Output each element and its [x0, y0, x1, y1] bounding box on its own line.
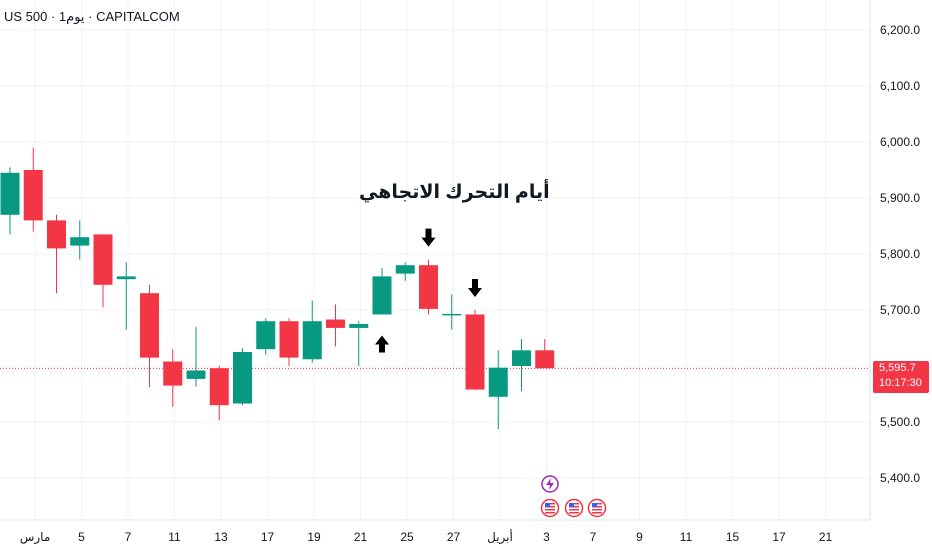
candle — [279, 318, 299, 366]
candle — [209, 366, 229, 421]
time-tick-label: 11 — [168, 530, 181, 544]
price-tick-label: 5,800.0 — [880, 247, 920, 261]
price-tick-label: 5,700.0 — [880, 303, 920, 317]
candle-body — [163, 361, 183, 386]
candle-body — [256, 321, 276, 350]
time-tick-label: 27 — [447, 530, 461, 544]
candle — [70, 220, 90, 260]
candle-body — [279, 321, 299, 358]
candle — [186, 326, 206, 387]
us-flag-event-icon[interactable] — [564, 498, 584, 518]
candle-body — [465, 314, 485, 390]
time-tick-label: 5 — [78, 530, 85, 544]
candle-body — [116, 276, 136, 280]
candle — [535, 339, 555, 369]
candle-body — [23, 170, 43, 221]
candle — [23, 147, 43, 232]
candles — [0, 147, 555, 430]
time-tick-label: 13 — [214, 530, 228, 544]
candle-body — [488, 367, 508, 397]
candle — [47, 214, 66, 294]
price-tick-label: 6,000.0 — [880, 135, 920, 149]
price-tick-label: 6,200.0 — [880, 23, 920, 37]
annotation-label: أيام التحرك الاتجاهي — [359, 182, 550, 203]
candle-body — [326, 319, 345, 328]
time-tick-label: 9 — [636, 530, 643, 544]
events — [540, 475, 607, 518]
candle — [0, 167, 20, 235]
candle-body — [395, 265, 415, 274]
time-tick-label: 7 — [125, 530, 132, 544]
candle — [442, 294, 462, 330]
candle-body — [93, 234, 113, 285]
time-tick-label: 11 — [680, 530, 693, 544]
candle — [465, 310, 485, 391]
candle — [116, 262, 136, 330]
candle — [512, 339, 531, 392]
candle-body — [47, 220, 66, 249]
candle-body — [0, 172, 20, 215]
candle — [163, 349, 183, 407]
markers — [375, 228, 482, 353]
candle-body — [372, 276, 392, 315]
time-tick-label: 21 — [354, 530, 368, 544]
candle — [302, 300, 322, 363]
us-flag-event-icon[interactable] — [587, 498, 607, 518]
time-tick-label: 15 — [726, 530, 740, 544]
price-tick-label: 5,400.0 — [880, 471, 920, 485]
candle — [372, 268, 392, 315]
candle — [326, 304, 345, 347]
time-tick-label: 7 — [590, 530, 597, 544]
time-tick-label: 21 — [819, 530, 833, 544]
candle — [140, 284, 159, 388]
arrow-up-icon — [375, 335, 389, 353]
time-tick-label: 17 — [772, 530, 786, 544]
last-price-value: 5,595.7 — [879, 362, 916, 374]
candle-body — [535, 350, 555, 369]
candle — [419, 259, 438, 315]
candle-body — [512, 350, 531, 366]
grid — [0, 0, 871, 521]
candle — [233, 348, 252, 406]
us-flag-event-icon[interactable] — [540, 498, 560, 518]
time-tick-label: 17 — [261, 530, 275, 544]
time-tick-label: 25 — [400, 530, 414, 544]
last-price-badge: 5,595.7 10:17:30 — [873, 361, 929, 393]
price-tick-label: 6,100.0 — [880, 79, 920, 93]
arrow-down-icon — [468, 279, 482, 297]
candle-body — [302, 321, 322, 360]
arrow-down-icon — [421, 228, 436, 247]
price-tick-label: 5,500.0 — [880, 415, 920, 429]
price-tick-label: 5,900.0 — [880, 191, 920, 205]
time-tick-label: أبريل — [487, 529, 513, 545]
candle — [349, 321, 369, 366]
candle — [395, 262, 415, 281]
candle-body — [233, 352, 252, 404]
bar-countdown: 10:17:30 — [879, 377, 922, 389]
candle-body — [186, 370, 206, 379]
time-axis[interactable]: مارس 5 7 11 13 17 19 21 25 27 أبريل 3 7 9 11 15 17 21 — [20, 529, 833, 545]
candle-body — [70, 237, 90, 246]
candle-body — [419, 265, 438, 309]
symbol-title[interactable]: US 500 · 1يوم · CAPITALCOM — [4, 9, 180, 24]
time-tick-label: 19 — [307, 530, 321, 544]
candle-body — [442, 313, 462, 316]
candle-body — [209, 368, 229, 406]
time-tick-label: مارس — [20, 530, 51, 545]
price-axis[interactable]: 6,200.0 6,100.0 6,000.0 5,900.0 5,800.0 5,700… — [880, 23, 920, 485]
time-tick-label: 3 — [543, 530, 550, 544]
candle-body — [140, 293, 159, 358]
lightning-event-icon[interactable] — [541, 475, 559, 493]
candle — [488, 350, 508, 430]
candle — [256, 318, 276, 355]
candle — [93, 234, 113, 308]
candle-body — [349, 324, 369, 328]
